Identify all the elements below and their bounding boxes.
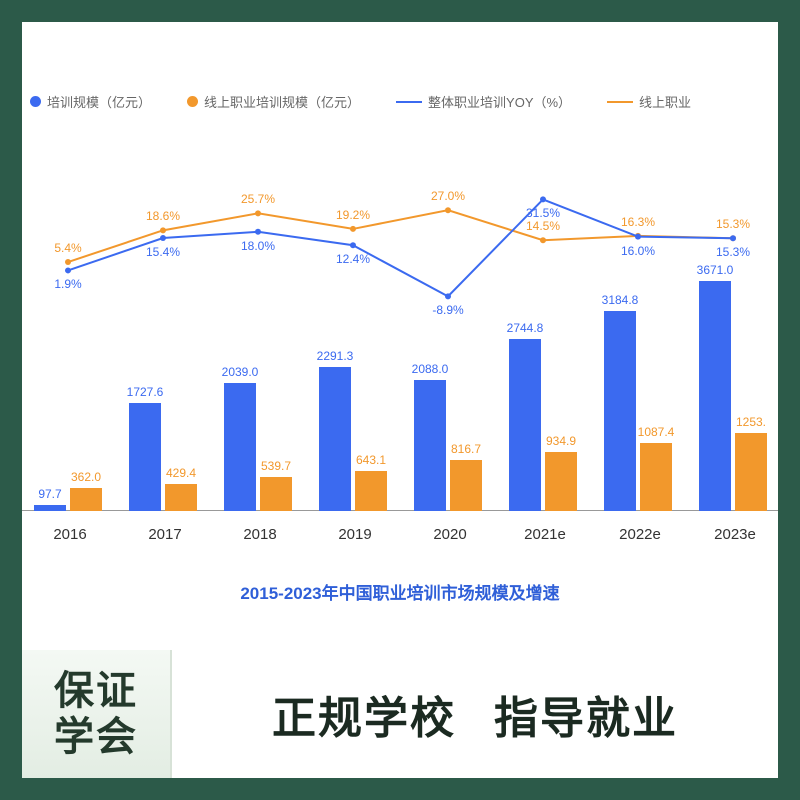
pct-total-yoy: 1.9%	[54, 277, 81, 291]
pct-total-yoy: -8.9%	[432, 303, 463, 317]
legend-item-4: 线上职业	[607, 92, 691, 111]
bar-online: 934.9	[545, 452, 577, 511]
legend: 培训规模（亿元） 线上职业培训规模（亿元） 整体职业培训YOY（%） 线上职业	[22, 88, 778, 121]
x-axis-label: 2016	[24, 526, 116, 543]
bar-online-value: 934.9	[531, 434, 591, 448]
pct-online-yoy: 15.3%	[716, 217, 750, 231]
bar-total: 3184.8	[604, 311, 636, 511]
pct-total-yoy: 16.0%	[621, 244, 655, 258]
frame: 培训规模（亿元） 线上职业培训规模（亿元） 整体职业培训YOY（%） 线上职业 …	[0, 0, 800, 800]
bar-online-value: 1087.4	[626, 425, 686, 439]
bar-online: 429.4	[165, 484, 197, 511]
bar-total-value: 2744.8	[495, 321, 555, 335]
legend-label-2: 线上职业培训规模（亿元）	[204, 92, 360, 111]
x-axis-label: 2019	[309, 526, 401, 543]
pct-online-yoy: 14.5%	[526, 219, 560, 233]
pct-total-yoy: 15.4%	[146, 245, 180, 259]
bar-total: 97.7	[34, 505, 66, 511]
bar-online: 816.7	[450, 460, 482, 511]
bar-online: 1253.	[735, 433, 767, 512]
pct-online-yoy: 25.7%	[241, 192, 275, 206]
bar-online-value: 429.4	[151, 466, 211, 480]
pct-online-yoy: 19.2%	[336, 208, 370, 222]
chart-title: 2015-2023年中国职业培训市场规模及增速	[22, 579, 778, 604]
bar-total: 2744.8	[509, 339, 541, 511]
pct-online-yoy: 27.0%	[431, 189, 465, 203]
bar-online-value: 1253.	[721, 415, 781, 429]
bar-online: 539.7	[260, 477, 292, 511]
plot-area: 97.7362.020161727.6429.420172039.0539.72…	[22, 121, 778, 551]
banner: 正规学校 指导就业	[172, 650, 778, 778]
legend-item-1: 培训规模（亿元）	[30, 92, 151, 111]
bar-online: 643.1	[355, 471, 387, 511]
bar-total-value: 3184.8	[590, 293, 650, 307]
chart-card: 培训规模（亿元） 线上职业培训规模（亿元） 整体职业培训YOY（%） 线上职业 …	[22, 78, 778, 598]
badge-line-1: 保证	[54, 669, 138, 713]
legend-item-3: 整体职业培训YOY（%）	[396, 92, 571, 111]
bar-total: 1727.6	[129, 403, 161, 511]
legend-line-blue	[396, 101, 422, 103]
bar-total-value: 2039.0	[210, 365, 270, 379]
bar-total-value: 2088.0	[400, 362, 460, 376]
bar-total-value: 1727.6	[115, 385, 175, 399]
badge-line-2: 学会	[54, 715, 138, 759]
banner-left: 正规学校	[272, 682, 456, 746]
legend-label-3: 整体职业培训YOY（%）	[428, 92, 571, 111]
x-axis-label: 2017	[119, 526, 211, 543]
bar-total: 2039.0	[224, 383, 256, 511]
pct-online-yoy: 5.4%	[54, 241, 81, 255]
bar-online-value: 643.1	[341, 453, 401, 467]
x-axis-label: 2020	[404, 526, 496, 543]
bar-online-value: 362.0	[56, 470, 116, 484]
x-axis-label: 2021e	[499, 526, 591, 543]
x-axis-label: 2023e	[689, 526, 781, 543]
legend-label-4: 线上职业	[639, 92, 691, 111]
bar-total-value: 2291.3	[305, 349, 365, 363]
legend-item-2: 线上职业培训规模（亿元）	[187, 92, 360, 111]
bar-total: 2291.3	[319, 367, 351, 511]
bar-online: 1087.4	[640, 443, 672, 511]
bar-online: 362.0	[70, 488, 102, 511]
pct-total-yoy: 15.3%	[716, 245, 750, 259]
legend-dot-orange	[187, 96, 198, 107]
bar-online-value: 816.7	[436, 442, 496, 456]
pct-total-yoy: 12.4%	[336, 252, 370, 266]
bar-total: 3671.0	[699, 281, 731, 511]
bottom-band: 保证 学会 正规学校 指导就业	[22, 650, 778, 778]
guarantee-badge: 保证 学会	[22, 650, 172, 778]
pct-total-yoy: 18.0%	[241, 239, 275, 253]
bar-online-value: 539.7	[246, 459, 306, 473]
legend-dot-blue	[30, 96, 41, 107]
x-axis-label: 2022e	[594, 526, 686, 543]
x-axis-label: 2018	[214, 526, 306, 543]
pct-online-yoy: 16.3%	[621, 215, 655, 229]
legend-label-1: 培训规模（亿元）	[47, 92, 151, 111]
banner-right: 指导就业	[494, 682, 678, 746]
bar-total-value: 3671.0	[685, 263, 745, 277]
legend-line-orange	[607, 101, 633, 103]
pct-online-yoy: 18.6%	[146, 209, 180, 223]
